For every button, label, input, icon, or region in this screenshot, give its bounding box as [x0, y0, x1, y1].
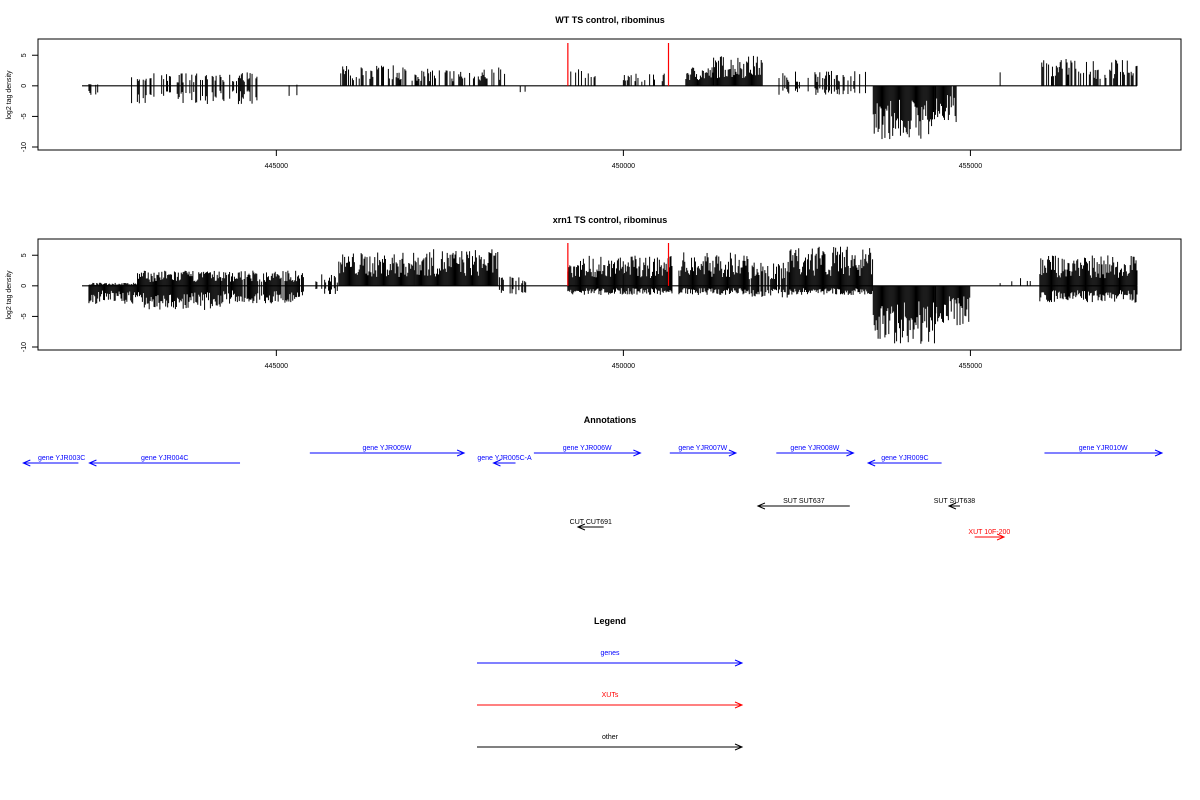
legend-item-arrowhead: [734, 743, 744, 751]
y-tick-label: -5: [21, 113, 28, 119]
xrn1-y-axis: -10 -5 0 5: [21, 253, 39, 352]
y-tick-label: -10: [21, 342, 28, 352]
annotation-arrowhead: [22, 459, 31, 467]
y-tick-label: 5: [21, 253, 28, 257]
wt-density-bars: [88, 55, 1138, 140]
legend-item-arrowhead: [734, 701, 744, 709]
xrn1-region-markers: [567, 243, 670, 286]
annotation-arrowhead: [866, 459, 876, 467]
annotation-label: gene YJR005C-A: [477, 455, 532, 462]
wt-plot-frame: [37, 38, 1182, 151]
annotation-label: gene YJR005W: [363, 445, 412, 452]
annotation-arrowhead: [996, 533, 1006, 541]
annotation-label: gene YJR006W: [563, 445, 612, 452]
legend-item-label: genes: [600, 650, 620, 657]
annotation-features: gene YJR003C gene YJR004C gene YJR005W gene…: [22, 445, 1164, 541]
annotation-label: gene YJR004C: [141, 455, 188, 462]
legend-item-label: XUTs: [602, 692, 619, 699]
annotations-title: Annotations: [584, 415, 637, 425]
legend-title: Legend: [594, 616, 626, 626]
wt-y-axis: -10 -5 0 5: [21, 53, 39, 152]
xrn1-plot-frame: [37, 238, 1182, 351]
y-tick-label: 0: [21, 284, 28, 288]
wt-y-axis-label: log2 tag density: [6, 70, 13, 120]
annotation-label: gene YJR009C: [881, 455, 928, 462]
annotation-arrowhead: [1154, 449, 1164, 457]
annotation-label: XUT 10F-200: [968, 529, 1010, 536]
annotation-label: gene YJR007W: [678, 445, 727, 452]
annotation-arrowhead: [633, 449, 642, 457]
annotation-arrowhead: [728, 449, 738, 457]
x-tick-label: 445000: [265, 163, 288, 170]
xrn1-y-axis-label: log2 tag density: [6, 270, 13, 320]
wt-region-markers: [567, 43, 670, 86]
x-tick-label: 455000: [959, 163, 982, 170]
legend-panel: Legend genes XUTs other: [477, 616, 744, 751]
y-tick-label: 0: [21, 84, 28, 88]
legend-item-label: other: [602, 734, 619, 741]
y-tick-label: -5: [21, 313, 28, 319]
x-tick-label: 450000: [612, 363, 635, 370]
annotation-label: SUT SUT638: [934, 498, 976, 505]
annotation-label: gene YJR010W: [1079, 445, 1128, 452]
y-tick-label: -10: [21, 142, 28, 152]
x-tick-label: 455000: [959, 363, 982, 370]
wt-panel-title: WT TS control, ribominus: [555, 15, 665, 25]
y-tick-label: 5: [21, 53, 28, 57]
annotation-label: gene YJR008W: [790, 445, 839, 452]
xrn1-panel-title: xrn1 TS control, ribominus: [553, 215, 668, 225]
xrn1-density-bars: [88, 246, 1138, 344]
annotation-label: gene YJR003C: [38, 455, 85, 462]
annotation-arrowhead: [576, 523, 586, 531]
annotations-panel: Annotations gene YJR003C gene YJR004Cgene…: [22, 415, 1164, 541]
wt-x-axis: 445000 450000 455000: [265, 150, 982, 170]
annotation-label: CUT CUT691: [570, 519, 612, 526]
annotation-label: SUT SUT637: [783, 498, 825, 505]
annotation-arrowhead: [88, 459, 97, 467]
annotation-arrowhead: [492, 459, 501, 467]
xrn1-x-axis: 445000 450000 455000: [265, 350, 982, 370]
legend-item-arrowhead: [734, 659, 744, 667]
annotation-arrowhead: [456, 449, 466, 457]
x-tick-label: 450000: [612, 163, 635, 170]
x-tick-label: 445000: [265, 363, 288, 370]
annotation-arrowhead: [947, 502, 957, 510]
wt-density-panel: WT TS control, ribominus log2 tag densit…: [6, 15, 1182, 170]
xrn1-density-panel: xrn1 TS control, ribominus log2 tag dens…: [6, 215, 1182, 370]
annotation-arrowhead: [756, 502, 766, 510]
legend-items: genes XUTs other: [477, 650, 744, 751]
annotation-arrowhead: [846, 449, 855, 457]
